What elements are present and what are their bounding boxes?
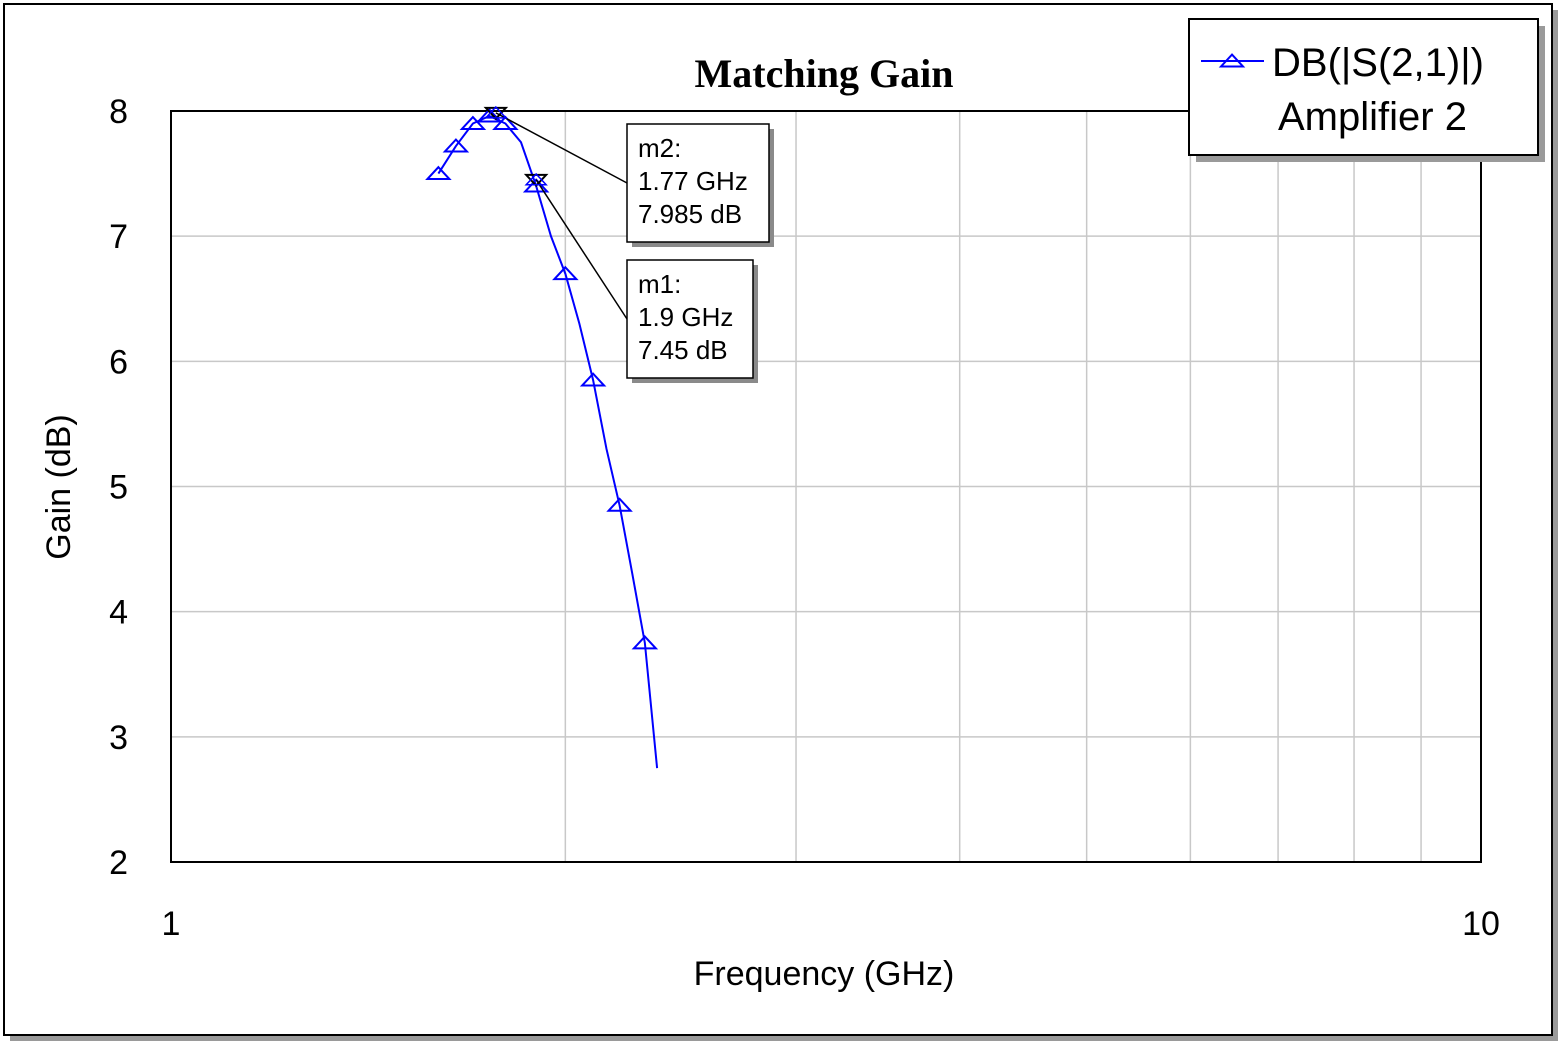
marker-text: 7.45 dB xyxy=(638,335,728,365)
data-point-triangle xyxy=(606,497,633,512)
x-axis-label: Frequency (GHz) xyxy=(694,955,955,993)
x-tick-label: 10 xyxy=(1462,905,1500,943)
marker-box xyxy=(626,123,770,243)
marker-text: 1.77 GHz xyxy=(638,166,748,196)
chart-frame xyxy=(3,3,1553,1036)
marker-text: 1.9 GHz xyxy=(638,302,733,332)
y-tick-label: 2 xyxy=(109,844,128,882)
marker-leader-line xyxy=(495,112,628,184)
data-point-triangle xyxy=(442,138,470,153)
y-tick-label: 8 xyxy=(109,93,128,131)
data-point-triangle xyxy=(579,372,607,387)
legend-series-name-line2: Amplifier 2 xyxy=(1278,95,1467,139)
data-point-triangle xyxy=(425,165,452,181)
plot-area xyxy=(170,110,1482,863)
marker-point-overlay xyxy=(524,172,548,186)
marker-text: m2: xyxy=(638,133,681,163)
y-tick-label: 5 xyxy=(109,469,128,507)
y-tick-label: 3 xyxy=(109,719,128,757)
data-point-triangle xyxy=(492,115,519,130)
y-tick-label: 6 xyxy=(109,343,128,381)
data-point-triangle xyxy=(476,108,503,123)
data-point-triangle xyxy=(552,265,579,281)
legend: DB(|S(2,1)|) Amplifier 2 xyxy=(1188,18,1545,162)
y-tick-labels: 2 3 4 5 6 7 8 xyxy=(109,93,128,882)
marker-box xyxy=(626,259,754,379)
marker-leader-line xyxy=(535,179,628,320)
series-layer xyxy=(425,108,659,769)
legend-series-name: DB(|S(2,1)|) xyxy=(1272,41,1484,85)
legend-box xyxy=(1188,18,1539,156)
data-point-triangle xyxy=(631,635,659,650)
y-tick-label: 4 xyxy=(109,594,128,632)
y-tick-label: 7 xyxy=(109,218,128,256)
marker-point-overlay xyxy=(484,105,508,119)
grid xyxy=(171,111,1481,862)
data-point-triangle xyxy=(459,115,487,130)
marker-text: m1: xyxy=(638,269,681,299)
marker-text: 7.985 dB xyxy=(638,199,742,229)
x-tick-label: 1 xyxy=(162,905,181,943)
x-tick-labels: 1 10 xyxy=(162,905,1500,943)
legend-triangle-marker xyxy=(1218,53,1246,68)
data-point-triangle xyxy=(522,178,550,193)
chart-title: Matching Gain xyxy=(695,51,954,96)
y-axis-label: Gain (dB) xyxy=(40,414,78,560)
